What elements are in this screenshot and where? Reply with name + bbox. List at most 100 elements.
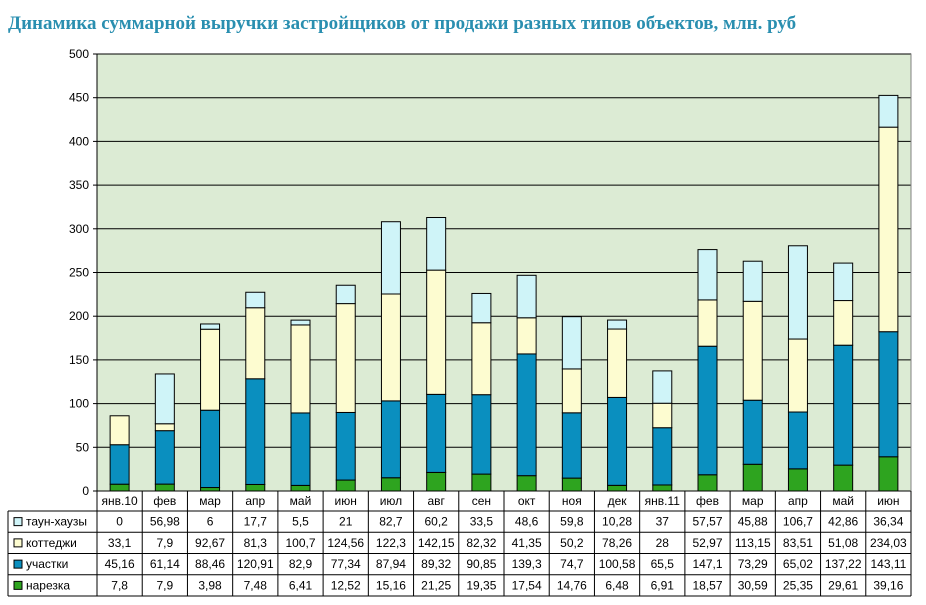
table-value: 100,7 [285,536,315,550]
y-axis-ticks: 0 50 100 150 200 250 300 350 400 450 500 [69,47,97,498]
bar-segment [200,487,221,492]
bar-segment [426,471,447,492]
table-category-label: апр [788,494,808,508]
bar-segment [290,319,311,326]
bar-segment [471,292,492,324]
table-value: 15,16 [376,578,406,592]
bar-segment [335,284,356,305]
table-value: 137,22 [825,557,862,571]
bar-segment [154,483,175,492]
bar-segment [561,368,582,414]
bar-segment [878,331,899,458]
bar-segment [787,411,808,470]
table-value: 59,8 [560,515,584,529]
bar-segment [787,338,808,413]
y-tick-label: 400 [69,134,89,148]
bar-segment [109,483,130,492]
bar-segment [380,400,401,479]
bar-segment [878,94,899,128]
bar-segment [245,307,266,380]
bar-segment [200,328,221,411]
data-table: янв.10 фев мар апр май июн июл авг сен окт ноя дек я… [7,54,912,597]
table-category-label: авг [427,494,445,508]
y-tick-label: 150 [69,353,89,367]
table-category-label: сен [472,494,491,508]
legend-swatch [13,517,23,527]
table-value: 7,8 [111,578,128,592]
bar-segment [652,370,673,404]
legend-swatch [13,580,23,590]
table-value: 6,91 [651,578,675,592]
bar-segment [471,473,492,492]
table-value: 50,2 [560,536,584,550]
bar-segment [697,249,718,301]
table-value: 142,15 [418,536,455,550]
table-value: 21 [339,515,353,529]
chart-title: Динамика суммарной выручки застройщиков … [8,13,797,34]
table-value: 45,16 [105,557,135,571]
table-value: 52,97 [692,536,722,550]
bar-segment [290,484,311,492]
table-value: 120,91 [237,557,274,571]
bar-segment [245,291,266,309]
table-value: 122,3 [376,536,406,550]
table-value: 78,26 [602,536,632,550]
table-value: 7,48 [244,578,268,592]
table-value: 139,3 [512,557,542,571]
bar-segment [833,262,854,302]
table-value: 57,57 [692,515,722,529]
bar-segment [607,328,628,398]
bar-segment [652,484,673,492]
y-tick-label: 250 [69,266,89,280]
table-value: 25,35 [783,578,813,592]
y-tick-label: 50 [76,440,90,454]
bar-segment [652,427,673,486]
bar-segment [154,423,175,432]
table-category-label: янв.10 [102,494,139,508]
table-value: 17,7 [244,515,268,529]
table-value: 37 [656,515,670,529]
table-value: 28 [656,536,670,550]
bar-segment [154,373,175,425]
bar-segment [787,468,808,492]
table-category-label: апр [245,494,265,508]
table-category-label: май [290,494,312,508]
table-value: 88,46 [195,557,225,571]
bar-segment [652,402,673,429]
table-category-label: июн [877,494,899,508]
table-value: 81,3 [244,536,268,550]
table-category-label: май [832,494,854,508]
legend-swatch [13,538,23,548]
table-value: 6,48 [605,578,629,592]
bar-segment [833,464,854,492]
bar-segment [471,322,492,396]
table-value: 18,57 [692,578,722,592]
table-category-label: фев [696,494,719,508]
bar-segment [878,126,899,333]
y-tick-label: 0 [82,484,89,498]
bar-segment [245,378,266,485]
bar-segment [426,269,447,395]
table-value: 90,85 [466,557,496,571]
bar-segment [290,412,311,486]
bar-segment [200,323,221,330]
table-value: 6,41 [289,578,313,592]
bar-segment [561,316,582,370]
bar-segment [787,245,808,340]
table-value: 113,15 [735,536,771,550]
bar-segment [607,396,628,486]
table-value: 33,5 [470,515,494,529]
bar-segment [516,274,537,319]
table-value: 77,34 [331,557,361,571]
bar-segment [516,353,537,477]
bar-segment [516,317,537,355]
table-value: 3,98 [198,578,222,592]
bar-segment [561,412,582,479]
bar-segment [245,483,266,492]
table-category-label: янв.11 [645,494,681,508]
table-value: 87,94 [376,557,406,571]
table-value: 14,76 [557,578,587,592]
table-value: 30,59 [738,578,768,592]
table-value: 0 [116,515,123,529]
bar-segment [109,415,130,446]
